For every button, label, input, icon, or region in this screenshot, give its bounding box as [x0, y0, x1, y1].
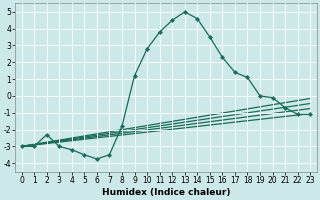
X-axis label: Humidex (Indice chaleur): Humidex (Indice chaleur) [102, 188, 230, 197]
